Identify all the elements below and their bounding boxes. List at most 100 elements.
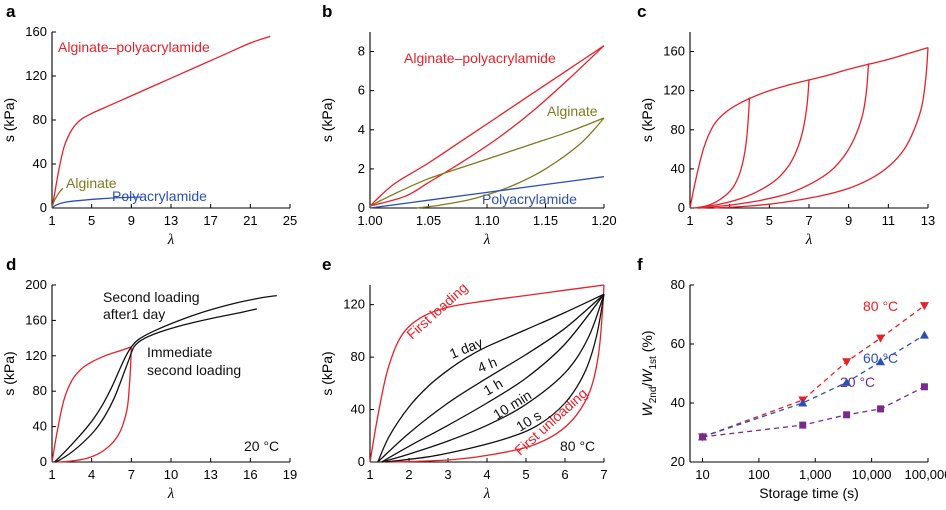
x-axis-label-a: λ — [167, 232, 175, 248]
x-tick-label-e: 6 — [561, 467, 568, 482]
series-e-5 — [381, 293, 605, 463]
label-d-temperature: 20 °C — [244, 438, 279, 454]
data-point-f-2 — [699, 433, 707, 441]
x-tick-label-c: 11 — [882, 213, 896, 228]
label-e-4-h: 4 h — [475, 354, 499, 376]
x-tick-label-e: 2 — [405, 467, 412, 482]
data-point-f-2 — [799, 421, 807, 429]
series-b-4 — [369, 176, 605, 209]
series-c-3 — [699, 63, 870, 209]
label-e-1-h: 1 h — [481, 375, 506, 399]
y-tick-label-d: 40 — [33, 419, 47, 434]
series-e-2 — [377, 293, 605, 463]
series-a-1 — [51, 187, 64, 209]
label-a-alginate-polyacrylamide: Alginate–polyacrylamide — [58, 39, 210, 55]
series-a-2 — [51, 196, 142, 209]
label-b-alginate: Alginate — [547, 103, 598, 119]
series-d-2 — [55, 308, 258, 463]
panel-letter-b: b — [322, 2, 332, 21]
x-tick-label-d: 10 — [164, 467, 178, 482]
label-e-temperature: 80 °C — [560, 438, 595, 454]
y-tick-label-c: 160 — [663, 44, 685, 59]
series-e-1 — [381, 284, 605, 463]
y-axis-label-a: s (kPa) — [1, 98, 17, 142]
y-tick-label-c: 40 — [671, 161, 685, 176]
data-point-f-1 — [919, 330, 929, 339]
x-tick-label-d: 4 — [88, 467, 95, 482]
data-point-f-0 — [919, 302, 929, 311]
series-c-4 — [713, 47, 929, 209]
x-tick-label-f: 10 — [695, 467, 709, 482]
y-tick-label-d: 120 — [25, 348, 47, 363]
x-tick-label-e: 1 — [366, 467, 373, 482]
x-tick-label-a: 21 — [243, 213, 257, 228]
y-tick-label-e: 120 — [343, 297, 365, 312]
series-e-4 — [381, 293, 605, 463]
panel-d: 1 4 7 10 13 16 19 0 40 80 120 160 200 λ s (kPa) — [1, 277, 297, 502]
x-tick-label-c: 13 — [921, 213, 935, 228]
series-b-2 — [369, 117, 605, 207]
y-tick-label-c: 120 — [663, 83, 685, 98]
x-tick-label-a: 9 — [128, 213, 135, 228]
y-axis-label-b: s (kPa) — [319, 98, 335, 142]
x-tick-label-c: 5 — [766, 213, 773, 228]
x-tick-label-a: 25 — [283, 213, 297, 228]
x-axis-label-c: λ — [805, 232, 813, 248]
y-tick-label-d: 200 — [25, 277, 47, 292]
data-point-f-0 — [876, 334, 886, 343]
series-b-0 — [369, 45, 605, 207]
x-tick-label-b: 1.05 — [416, 213, 441, 228]
label-a-polyacrylamide: Polyacrylamide — [112, 188, 207, 204]
series-b-1 — [369, 45, 605, 207]
x-tick-label-a: 13 — [164, 213, 178, 228]
data-point-f-1 — [798, 398, 808, 407]
series-e-3 — [377, 293, 605, 463]
trend-line-f-2 — [702, 386, 925, 438]
x-tick-label-b: 1.10 — [474, 213, 499, 228]
y-tick-label-b: 6 — [358, 83, 365, 98]
panel-letter-f: f — [637, 255, 643, 274]
x-tick-label-b: 1.00 — [357, 213, 382, 228]
y-tick-label-f: 40 — [671, 395, 685, 410]
series-d-3 — [54, 294, 277, 463]
x-tick-label-c: 1 — [686, 213, 693, 228]
series-e-6 — [385, 294, 605, 463]
x-tick-label-d: 7 — [128, 467, 135, 482]
x-tick-label-e: 5 — [522, 467, 529, 482]
x-tick-label-a: 5 — [88, 213, 95, 228]
x-axis-label-d: λ — [167, 486, 175, 502]
label-d-after-1-day: after1 day — [103, 306, 165, 322]
x-tick-label-d: 13 — [203, 467, 217, 482]
data-point-f-0 — [842, 358, 852, 367]
y-axis-label-f: W2nd/W1st (%) — [639, 330, 659, 416]
y-tick-label-d: 80 — [33, 383, 47, 398]
y-axis-label-d: s (kPa) — [1, 351, 17, 395]
y-tick-label-e: 80 — [351, 349, 365, 364]
panel-b: 1.00 1.05 1.10 1.15 1.20 0 2 4 6 8 λ s (kPa) — [319, 32, 617, 248]
x-tick-label-e: 4 — [483, 467, 490, 482]
series-a-0 — [51, 35, 271, 209]
x-tick-label-c: 7 — [805, 213, 812, 228]
panel-letter-a: a — [6, 2, 16, 21]
y-tick-label-f: 20 — [671, 454, 685, 469]
series-c-0 — [689, 46, 929, 209]
y-tick-label-b: 4 — [358, 122, 365, 137]
x-tick-label-e: 7 — [600, 467, 607, 482]
x-axis-label-b: λ — [483, 232, 491, 248]
x-tick-label-b: 1.15 — [533, 213, 558, 228]
y-tick-label-f: 80 — [671, 277, 685, 292]
y-tick-label-a: 0 — [40, 200, 47, 215]
x-tick-label-e: 3 — [444, 467, 451, 482]
panel-a: 1 5 9 13 17 21 25 0 40 80 120 160 λ s (kPa) — [1, 24, 297, 248]
x-tick-label-f: 100 — [748, 467, 770, 482]
x-tick-label-d: 16 — [243, 467, 257, 482]
series-d-0 — [51, 346, 132, 463]
label-d-second-loading-2: second loading — [147, 362, 241, 378]
label-f-20c: 20 °C — [840, 374, 875, 390]
label-d-immediate: Immediate — [147, 344, 213, 360]
y-tick-label-a: 80 — [33, 112, 47, 127]
data-point-f-1 — [876, 357, 886, 366]
